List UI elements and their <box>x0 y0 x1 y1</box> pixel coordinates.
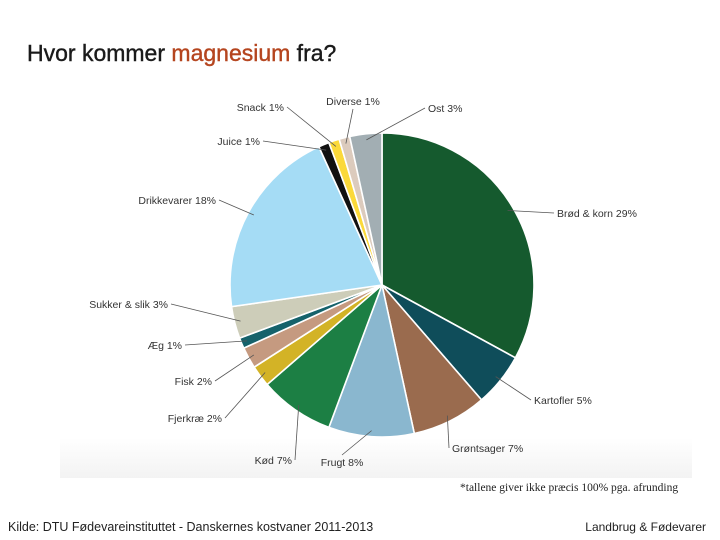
slice-label: Grøntsager 7% <box>452 443 523 455</box>
pie-slice <box>381 132 535 359</box>
slice-label: Æg 1% <box>148 340 182 352</box>
slice-label: Kartofler 5% <box>534 395 592 407</box>
slice-label: Fjerkræ 2% <box>168 413 222 425</box>
slice-label: Diverse 1% <box>326 96 380 108</box>
footnote: *tallene giver ikke præcis 100% pga. afr… <box>460 482 679 494</box>
slice-label: Ost 3% <box>428 103 462 115</box>
pie-slice <box>229 145 384 308</box>
leader-line <box>345 108 354 144</box>
slice-label: Kød 7% <box>255 455 292 467</box>
leader-line <box>262 140 327 151</box>
pie-chart: Brød & korn 29% Kartofler 5% Grøntsager 7%… <box>89 96 637 469</box>
leader-line <box>495 376 532 401</box>
slice-label: Sukker & slik 3% <box>89 299 168 311</box>
slice-label: Fisk 2% <box>175 376 212 388</box>
leader-line <box>507 210 555 214</box>
brand-name: Landbrug & Fødevarer <box>585 520 706 534</box>
leader-line <box>341 430 372 456</box>
leader-line <box>286 106 337 147</box>
pie-slice <box>327 282 416 438</box>
title-prefix: Hvor kommer <box>27 40 172 66</box>
slice-label: Brød & korn 29% <box>557 208 637 220</box>
leader-line <box>224 372 266 419</box>
leader-line <box>184 340 248 346</box>
slice-label: Drikkevarer 18% <box>138 195 216 207</box>
leader-line <box>446 415 450 449</box>
slice-label: Snack 1% <box>237 102 284 114</box>
leader-line <box>218 199 255 216</box>
slice-label: Juice 1% <box>217 136 260 148</box>
chart-panel: Brød & korn 29% Kartofler 5% Grøntsager 7%… <box>60 78 692 478</box>
title-suffix: fra? <box>290 40 337 66</box>
source-note: Kilde: DTU Fødevareinstituttet - Dansker… <box>8 520 374 534</box>
leader-line <box>170 303 241 322</box>
leader-line <box>366 107 426 141</box>
pie-slice <box>348 132 383 286</box>
leader-line <box>214 354 255 382</box>
slide-title: Hvor kommer magnesium fra? <box>27 40 337 67</box>
slice-label: Frugt 8% <box>321 457 364 469</box>
leader-line <box>294 404 300 461</box>
title-highlight: magnesium <box>171 40 291 66</box>
